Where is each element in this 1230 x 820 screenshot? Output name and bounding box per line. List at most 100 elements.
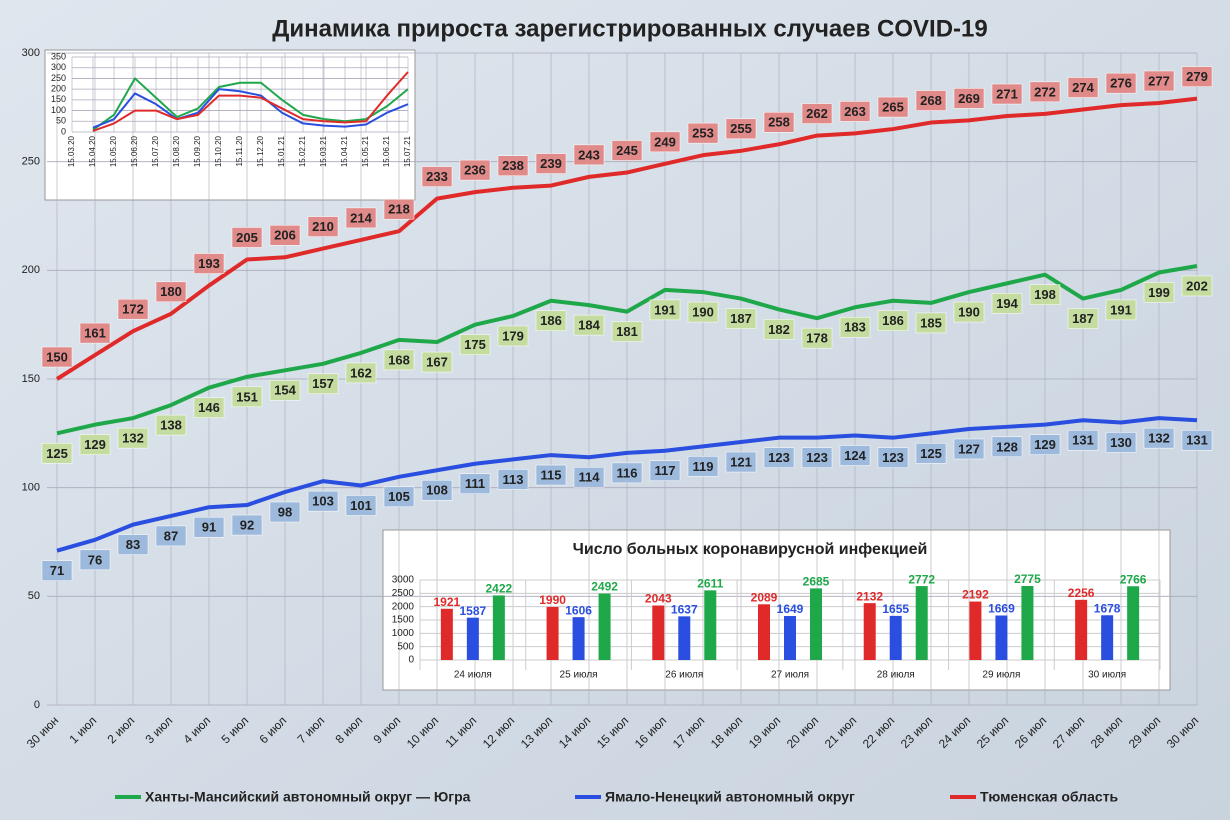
- data-label-box: [383, 198, 415, 220]
- x-tick-label: 15.06.20: [130, 135, 139, 167]
- data-label: 2611: [697, 577, 723, 591]
- data-label-box: [193, 253, 225, 274]
- data-label-box: [345, 362, 377, 384]
- data-label: 154: [274, 383, 296, 398]
- data-label-box: [459, 334, 491, 355]
- data-label: 113: [503, 472, 524, 487]
- x-tick-label: 15.07.20: [151, 135, 160, 167]
- data-label: 187: [730, 311, 752, 326]
- y-tick-label: 200: [22, 264, 40, 276]
- data-label: 1678: [1094, 601, 1121, 615]
- data-label: 191: [654, 302, 676, 317]
- data-label-box: [1181, 275, 1213, 297]
- data-label: 239: [540, 156, 562, 171]
- data-label: 116: [617, 465, 638, 480]
- data-label: 2772: [908, 572, 935, 586]
- bar: [572, 617, 585, 660]
- data-label: 146: [198, 400, 220, 415]
- data-label: 130: [1110, 435, 1132, 450]
- x-tick-label: 15.03.20: [67, 135, 76, 167]
- data-label: 236: [464, 163, 486, 178]
- series-line: [92, 71, 409, 132]
- data-label: 198: [1034, 287, 1056, 302]
- y-tick-label: 3000: [392, 575, 415, 586]
- data-label-box: [953, 438, 985, 460]
- data-label-box: [155, 414, 187, 436]
- data-label-box: [117, 427, 149, 449]
- data-label-box: [421, 480, 453, 501]
- data-label-box: [1143, 70, 1175, 92]
- x-tick-label: 30 июля: [1088, 670, 1126, 681]
- data-label-box: [611, 140, 643, 161]
- data-label-box: [535, 464, 567, 486]
- y-tick-label: 150: [22, 373, 40, 385]
- y-tick-label: 50: [28, 590, 40, 602]
- data-label: 191: [1110, 302, 1132, 317]
- data-label: 129: [1034, 437, 1056, 452]
- data-label: 157: [312, 376, 334, 391]
- data-label: 265: [882, 100, 904, 115]
- data-label-box: [459, 473, 491, 495]
- data-label: 218: [388, 202, 410, 217]
- y-tick-label: 300: [51, 62, 66, 72]
- data-label-box: [117, 298, 149, 320]
- x-tick-label: 28 июля: [877, 670, 915, 681]
- data-label: 125: [46, 446, 68, 461]
- data-label-box: [649, 299, 681, 321]
- bar: [678, 616, 691, 660]
- data-label: 2089: [751, 590, 778, 604]
- data-label-box: [41, 443, 73, 464]
- data-label-box: [801, 447, 833, 468]
- data-label-box: [345, 495, 377, 516]
- data-label-box: [1181, 66, 1213, 87]
- y-tick-label: 1000: [392, 628, 415, 639]
- data-label: 276: [1110, 76, 1132, 91]
- data-label-box: [535, 153, 567, 174]
- x-tick-label: 15.05.20: [109, 135, 118, 167]
- data-label-box: [193, 397, 225, 418]
- series-line: [92, 88, 409, 129]
- data-label-box: [573, 314, 605, 336]
- x-tick-label: 15.11.20: [235, 135, 244, 166]
- data-label-box: [915, 90, 947, 111]
- data-label-box: [1143, 282, 1175, 303]
- data-label-box: [117, 534, 149, 555]
- data-label: 2766: [1120, 572, 1147, 586]
- data-label-box: [307, 216, 339, 237]
- data-label: 172: [122, 302, 144, 317]
- data-label-box: [611, 321, 643, 342]
- data-label: 127: [958, 441, 980, 456]
- data-label: 214: [350, 210, 372, 225]
- chart-title: Динамика прироста зарегистрированных слу…: [272, 15, 987, 42]
- data-label: 114: [579, 470, 601, 485]
- bar: [784, 616, 796, 660]
- data-label-box: [915, 312, 947, 334]
- bar: [440, 608, 453, 660]
- data-label: 238: [502, 158, 524, 173]
- data-label: 185: [920, 315, 942, 330]
- y-tick-label: 250: [22, 156, 40, 168]
- data-label: 125: [920, 446, 942, 461]
- data-label: 210: [312, 219, 334, 234]
- bar: [889, 615, 902, 660]
- data-label: 71: [50, 563, 64, 578]
- series-line: [56, 416, 1198, 553]
- data-label: 111: [465, 476, 485, 491]
- y-tick-label: 500: [397, 641, 414, 652]
- bar: [652, 605, 665, 660]
- data-label-box: [345, 207, 377, 229]
- y-tick-label: 100: [22, 482, 40, 494]
- data-label: 243: [578, 147, 600, 162]
- data-label: 190: [692, 305, 714, 320]
- data-label-box: [155, 525, 187, 547]
- data-label: 277: [1148, 73, 1170, 88]
- data-label-box: [763, 319, 795, 340]
- data-label: 87: [164, 528, 178, 543]
- bar: [466, 617, 479, 660]
- x-tick-label: 15.12.20: [256, 135, 265, 167]
- data-label: 83: [126, 537, 140, 552]
- data-label: 255: [730, 121, 752, 136]
- data-label: 199: [1148, 285, 1170, 300]
- data-label-box: [307, 490, 339, 512]
- data-label-box: [573, 144, 605, 166]
